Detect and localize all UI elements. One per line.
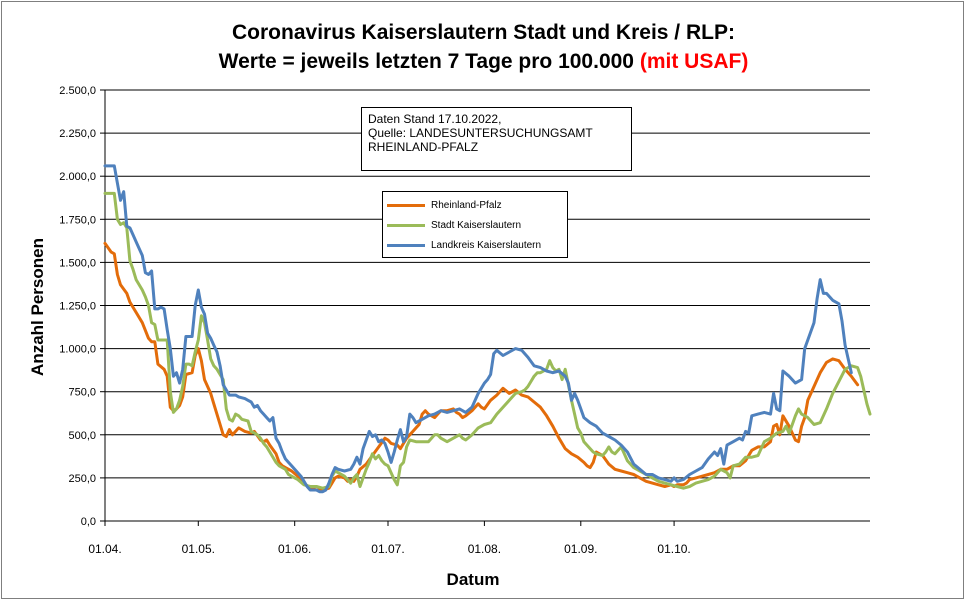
chart-title-red-note: (mit USAF) [639, 50, 749, 73]
legend-swatch-rheinland-pfalz [387, 203, 425, 207]
y-axis-label: Anzahl Personen [28, 238, 47, 376]
source-note-line-3: RHEINLAND-PFALZ [368, 140, 479, 154]
x-axis-label: Datum [446, 570, 500, 589]
legend-swatch-landkreis-kaiserslautern [387, 243, 425, 247]
y-tick-label: 500,0 [68, 430, 96, 442]
y-tick-label: 750,0 [68, 387, 96, 399]
y-tick-label: 2.000,0 [59, 171, 96, 183]
y-axis-tick-labels: 0,0 250,0 500,0 750,0 1.000,0 1.250,0 1.500,0 1… [59, 85, 96, 528]
chart-title-main: Werte = jeweils letzten 7 Tage pro 100.0… [218, 50, 634, 73]
chart-title-line-1: Coronavirus Kaiserslautern Stadt und Kre… [232, 21, 735, 44]
legend-item-stadt-kaiserslautern: Stadt Kaiserslautern [387, 218, 521, 232]
x-tick-label: 01.05. [182, 542, 215, 556]
x-tick-label: 01.07. [371, 542, 404, 556]
legend-label-stadt-kaiserslautern: Stadt Kaiserslautern [431, 219, 522, 231]
data-series [103, 164, 872, 494]
y-tick-label: 1.500,0 [59, 257, 96, 269]
series-line-landkreis-kaiserslautern [103, 164, 853, 494]
series-line-rheinland-pfalz [103, 241, 860, 492]
series-line-stadt-kaiserslautern [103, 191, 872, 490]
legend-swatch-stadt-kaiserslautern [387, 223, 425, 227]
source-note-line-1: Daten Stand 17.10.2022, [368, 112, 502, 126]
y-tick-label: 2.500,0 [59, 85, 96, 97]
chart-legend: Rheinland-Pfalz Stadt Kaiserslautern Lan… [382, 191, 568, 258]
y-tick-label: 250,0 [68, 473, 96, 485]
legend-item-rheinland-pfalz: Rheinland-Pfalz [387, 198, 502, 212]
x-tick-label: 01.10. [657, 542, 690, 556]
y-tick-label: 1.750,0 [59, 214, 96, 226]
y-tick-label: 1.250,0 [59, 301, 96, 313]
x-axis-tick-labels: 01.04. 01.05. 01.06. 01.07. 01.08. 01.09. 01.1… [88, 542, 690, 556]
y-tick-label: 1.000,0 [59, 344, 96, 356]
axes [100, 89, 870, 526]
source-note-line-2: Quelle: LANDESUNTERSUCHUNGSAMT [368, 126, 593, 140]
x-tick-label: 01.08. [468, 542, 501, 556]
legend-label-landkreis-kaiserslautern: Landkreis Kaiserslautern [431, 239, 542, 251]
legend-item-landkreis-kaiserslautern: Landkreis Kaiserslautern [387, 238, 541, 252]
y-tick-label: 0,0 [81, 516, 96, 528]
x-tick-label: 01.09. [564, 542, 597, 556]
y-tick-label: 2.250,0 [59, 128, 96, 140]
legend-label-rheinland-pfalz: Rheinland-Pfalz [431, 199, 502, 211]
x-tick-label: 01.04. [88, 542, 121, 556]
chart-title-line-2: Werte = jeweils letzten 7 Tage pro 100.0… [0, 50, 967, 74]
x-tick-label: 01.06. [278, 542, 311, 556]
data-source-note: Daten Stand 17.10.2022, Quelle: LANDESUN… [361, 107, 632, 171]
